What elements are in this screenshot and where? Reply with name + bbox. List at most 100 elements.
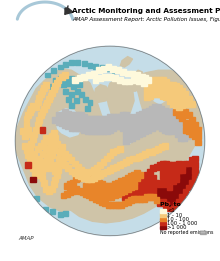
Bar [70,188,76,194]
Text: Pb, to: Pb, to [160,202,181,207]
Bar [94,173,100,179]
Bar [56,119,62,124]
Bar [125,175,130,181]
Bar [189,125,195,131]
Bar [167,205,172,211]
Bar [38,143,44,149]
Bar [44,154,50,160]
Bar [48,93,53,99]
Bar [110,114,116,120]
Bar [134,183,140,189]
Bar [192,175,198,181]
Bar [192,162,198,168]
Bar [173,167,179,173]
Bar [83,191,89,197]
Bar [154,87,160,92]
Bar [48,159,53,165]
Bar [115,202,121,208]
Bar [186,173,192,179]
Bar [160,161,166,166]
Bar [58,212,63,217]
Bar [27,146,33,152]
Bar [183,109,188,115]
Bar [85,177,90,182]
Bar [67,181,73,187]
Bar [163,84,169,89]
Bar [141,175,147,181]
Bar [120,69,126,75]
Bar [171,114,177,120]
Bar [75,112,81,118]
Bar [43,146,49,152]
Bar [93,64,98,69]
Bar [43,103,49,109]
Bar [157,201,163,206]
Bar [83,183,89,189]
Bar [102,183,108,189]
Bar [186,161,192,166]
Bar [72,161,78,166]
Bar [88,177,94,182]
Bar [160,173,166,179]
Bar [157,188,163,194]
Bar [162,127,167,133]
Bar [107,152,113,158]
Bar [160,87,166,92]
Bar [170,91,176,97]
Bar [163,196,169,202]
Bar [56,156,62,162]
Bar [85,128,90,134]
Bar [25,162,31,168]
Bar [162,114,167,120]
Bar [163,95,169,100]
Bar [69,76,74,81]
Bar [100,65,104,69]
Bar [142,75,148,81]
Bar [142,151,148,157]
Bar [93,188,98,194]
Bar [128,173,134,179]
Bar [183,101,188,107]
Bar [179,116,185,121]
Bar [102,201,108,206]
Bar [178,130,183,136]
Bar [176,161,182,166]
Polygon shape [152,91,165,104]
Bar [66,97,71,102]
Bar [176,85,182,91]
Bar [72,84,76,89]
Bar [141,181,147,187]
Bar [179,103,185,109]
Bar [109,189,114,195]
Bar [186,169,192,174]
Bar [192,122,198,128]
Bar [136,112,142,118]
Bar [104,122,110,128]
Bar [81,169,87,174]
Bar [179,162,185,168]
Bar [75,125,81,131]
Bar [101,122,106,128]
Bar [144,185,150,191]
Bar [147,93,153,99]
Bar [160,199,166,205]
Bar [59,74,65,80]
Bar [110,119,116,124]
Bar [136,79,142,84]
Bar [167,167,172,173]
Bar [46,148,52,153]
Bar [157,77,163,83]
Bar [69,112,74,118]
Bar [146,127,151,133]
Bar [176,188,182,194]
Bar [107,114,113,120]
Bar [75,89,80,93]
Bar [82,61,87,66]
Bar [117,162,123,168]
Bar [142,122,148,128]
Bar [102,193,108,198]
Bar [85,122,90,128]
Bar [46,96,52,102]
Bar [173,162,179,168]
Bar [138,186,143,192]
